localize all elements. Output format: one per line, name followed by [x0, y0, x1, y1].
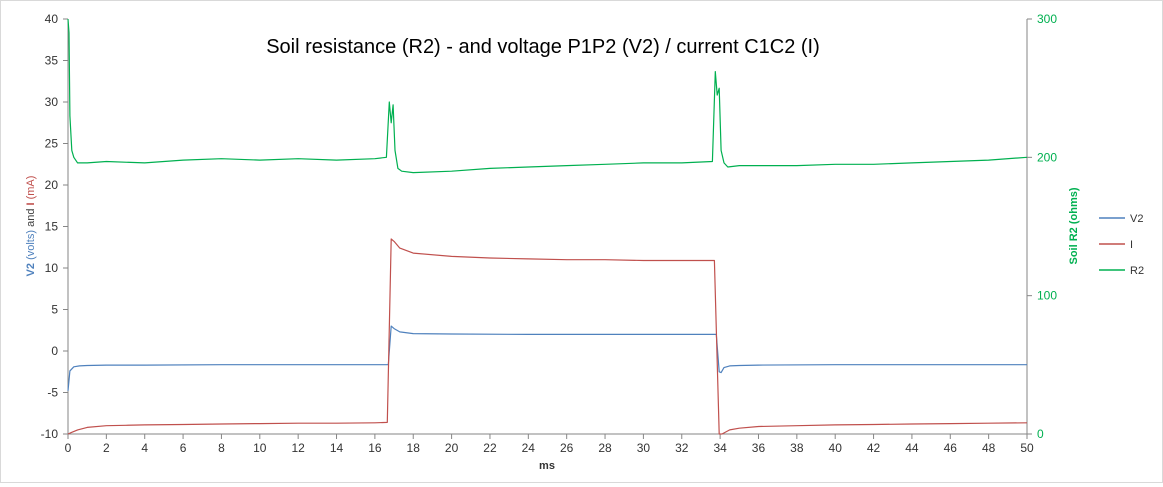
x-tick-label: 42: [867, 441, 881, 455]
x-tick-label: 30: [637, 441, 651, 455]
legend: V2 I R2: [1099, 213, 1144, 277]
series-line-i: [67, 238, 1028, 435]
chart-title: Soil resistance (R2) - and voltage P1P2 …: [266, 36, 820, 58]
y-tick-label: 30: [45, 95, 59, 109]
y2-tick-label: 300: [1037, 12, 1057, 26]
x-tick-label: 2: [103, 441, 110, 455]
y-tick-label: 35: [45, 54, 59, 68]
x-tick-label: 44: [905, 441, 919, 455]
x-tick-label: 22: [483, 441, 497, 455]
y-tick-label: 40: [45, 12, 59, 26]
series-line-r2: [67, 18, 1028, 174]
y-axis-label-part: (volts): [25, 230, 37, 260]
x-axis-label: ms: [539, 460, 555, 472]
x-tick-label: 26: [560, 441, 574, 455]
legend-label-v2: V2: [1130, 213, 1143, 225]
x-tick-label: 20: [445, 441, 459, 455]
x-tick-label: 28: [598, 441, 612, 455]
x-tick-label: 0: [65, 441, 72, 455]
x-tick-label: 4: [141, 441, 148, 455]
x-tick-label: 16: [368, 441, 382, 455]
x-tick-label: 50: [1020, 441, 1034, 455]
x-tick-label: 48: [982, 441, 996, 455]
x-tick-label: 32: [675, 441, 689, 455]
y-axis-label-part: I: [25, 199, 37, 205]
x-tick-label: 34: [713, 441, 727, 455]
x-tick-label: 46: [944, 441, 958, 455]
series-line-v2: [67, 325, 1027, 391]
y2-axis-label: Soil R2 (ohms): [1068, 187, 1080, 264]
y-axis-label-part: V2: [25, 260, 37, 277]
x-tick-label: 10: [253, 441, 267, 455]
x-tick-label: 8: [218, 441, 225, 455]
x-tick-label: 14: [330, 441, 344, 455]
x-tick-label: 12: [291, 441, 305, 455]
y-tick-label: 25: [45, 137, 59, 151]
y-tick-label: 15: [45, 220, 59, 234]
y2-tick-label: 100: [1037, 289, 1057, 303]
legend-label-r2: R2: [1130, 265, 1144, 277]
y-axis-label-part: (mA): [25, 176, 37, 200]
y-axis-label: V2 (volts) and I (mA): [25, 176, 37, 277]
x-tick-label: 18: [407, 441, 421, 455]
axes: 0 2 4 6 8 10 12 14 16 18 20 22 24 26 28 30 32 34 36 38 40 42 4…: [41, 12, 1058, 455]
y-tick-label: -10: [41, 427, 59, 441]
y-tick-label: 20: [45, 178, 59, 192]
x-tick-label: 38: [790, 441, 804, 455]
x-tick-label: 36: [752, 441, 766, 455]
y-tick-label: 0: [51, 344, 58, 358]
y-tick-label: 5: [51, 303, 58, 317]
y2-tick-label: 200: [1037, 150, 1057, 164]
x-tick-label: 6: [180, 441, 187, 455]
legend-label-i: I: [1130, 239, 1133, 251]
y2-tick-label: 0: [1037, 427, 1044, 441]
y-tick-label: -5: [47, 386, 58, 400]
x-tick-label: 24: [522, 441, 536, 455]
series-layer: [67, 18, 1028, 435]
y-axis-label-part: and: [25, 206, 37, 230]
x-tick-label: 40: [829, 441, 843, 455]
y-tick-label: 10: [45, 261, 59, 275]
